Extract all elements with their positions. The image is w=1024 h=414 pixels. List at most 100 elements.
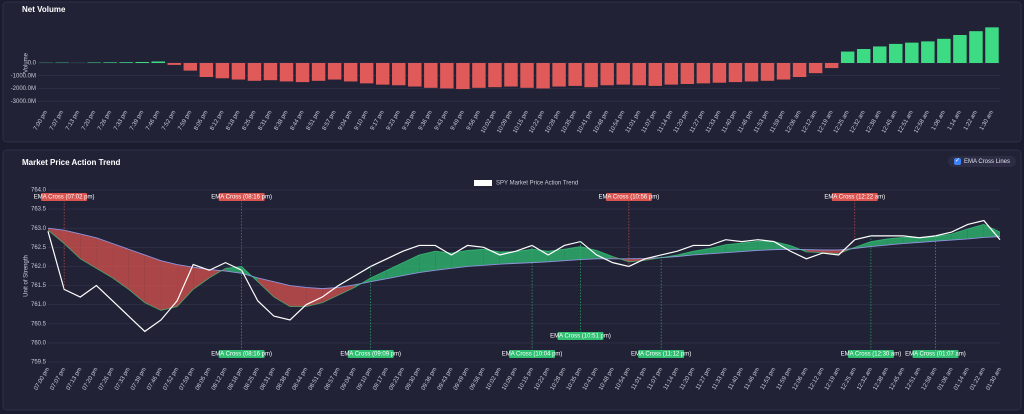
y-axis-label: Volume	[24, 52, 30, 73]
ema-toggle[interactable]: ✓ EMA Cross Lines	[948, 156, 1017, 167]
bar	[953, 35, 967, 63]
bar	[937, 38, 951, 63]
annotation-box	[831, 193, 878, 201]
ema-fill	[628, 258, 646, 262]
bar	[424, 63, 438, 88]
bar	[119, 62, 133, 63]
bar	[680, 63, 695, 84]
y-axis-label: Unit of Strength	[24, 255, 30, 297]
bar	[969, 31, 983, 63]
bar	[792, 63, 807, 77]
bar	[247, 63, 262, 81]
annotation-label: EMA Cross (08:16 pm)	[211, 352, 272, 358]
bar	[472, 63, 486, 88]
ema-fill	[935, 233, 952, 242]
bar	[616, 63, 630, 85]
annotation-box	[557, 332, 604, 340]
bar	[408, 63, 422, 87]
y-tick-label: -1000.0M	[11, 73, 36, 79]
legend-swatch	[474, 180, 492, 186]
ema-fill	[290, 285, 307, 307]
y-tick-label: -3000.0M	[11, 99, 36, 105]
ema-fill	[919, 236, 936, 243]
bar	[183, 63, 198, 71]
bar	[263, 63, 278, 81]
ema-fill	[273, 281, 291, 307]
ema-fill	[467, 249, 484, 267]
bar	[295, 63, 310, 83]
bar	[921, 41, 935, 63]
annotation-label: EMA Cross (08:16 pm)	[211, 195, 272, 201]
ema-fill	[80, 233, 97, 269]
bar	[311, 63, 326, 81]
bar	[87, 62, 101, 63]
ema-fill	[951, 228, 968, 241]
y-tick-label: 763.0	[31, 226, 47, 232]
ema-fill	[128, 249, 145, 303]
y-tick-label: 762.5	[31, 245, 47, 251]
bar	[375, 63, 390, 85]
y-tick-label: -2000.0M	[11, 86, 36, 92]
bar	[728, 63, 743, 83]
bar	[151, 61, 165, 63]
y-tick-label: 764.0	[31, 188, 47, 194]
ema-fill	[903, 237, 920, 244]
bar	[215, 63, 230, 79]
ema-fill	[386, 262, 403, 279]
bar	[103, 62, 117, 63]
checkbox[interactable]: ✓	[954, 158, 961, 165]
y-tick-label: 761.0	[31, 302, 47, 308]
annotation-box	[912, 350, 959, 358]
ema-fill	[870, 238, 888, 247]
bar	[536, 63, 550, 89]
y-tick-label: 763.5	[31, 207, 47, 213]
ema-fill	[709, 244, 726, 254]
bar	[905, 42, 919, 63]
ema-fill	[741, 241, 758, 252]
ema-fill	[160, 260, 178, 311]
bar	[279, 63, 294, 82]
ema-fill	[370, 270, 387, 282]
ema-fill	[96, 237, 113, 278]
bar	[873, 46, 887, 63]
bar	[327, 63, 342, 80]
bar	[359, 63, 374, 84]
ema-fill	[515, 249, 533, 264]
bar	[392, 63, 406, 86]
chart-title: Net Volume	[22, 5, 66, 14]
bar	[488, 63, 502, 88]
ema-fill	[451, 250, 468, 269]
series-line	[47, 219, 1001, 333]
chart-title: Market Price Action Trend	[22, 158, 121, 167]
bar	[600, 63, 614, 86]
annotation-label: EMA Cross (10:56 pm)	[599, 195, 660, 201]
bar	[199, 63, 214, 77]
annotation-box	[41, 193, 88, 201]
annotation-label: EMA Cross (12:22 am)	[824, 195, 885, 201]
bar	[343, 63, 358, 82]
annotation-label: EMA Cross (10:51 pm)	[550, 334, 611, 340]
ema-fill	[112, 243, 129, 290]
panel	[2, 149, 1022, 411]
bar	[889, 43, 903, 63]
bar	[167, 63, 182, 65]
bar	[760, 63, 775, 81]
annotation-box	[347, 350, 394, 358]
bar	[712, 63, 727, 83]
annotation-box	[847, 350, 894, 358]
y-tick-label: 759.5	[31, 360, 47, 366]
ema-fill	[564, 246, 581, 261]
ema-fill	[435, 251, 452, 271]
annotation-label: EMA Cross (12:30 am)	[841, 352, 902, 358]
ema-fill	[693, 248, 710, 255]
ema-fill	[306, 287, 323, 307]
ema-fill	[402, 254, 420, 276]
annotation-box	[218, 350, 265, 358]
bar	[808, 63, 823, 74]
annotation-box	[605, 193, 652, 201]
bar	[231, 63, 246, 80]
bar	[568, 63, 582, 86]
ema-fill	[338, 284, 355, 296]
bar	[520, 63, 534, 88]
